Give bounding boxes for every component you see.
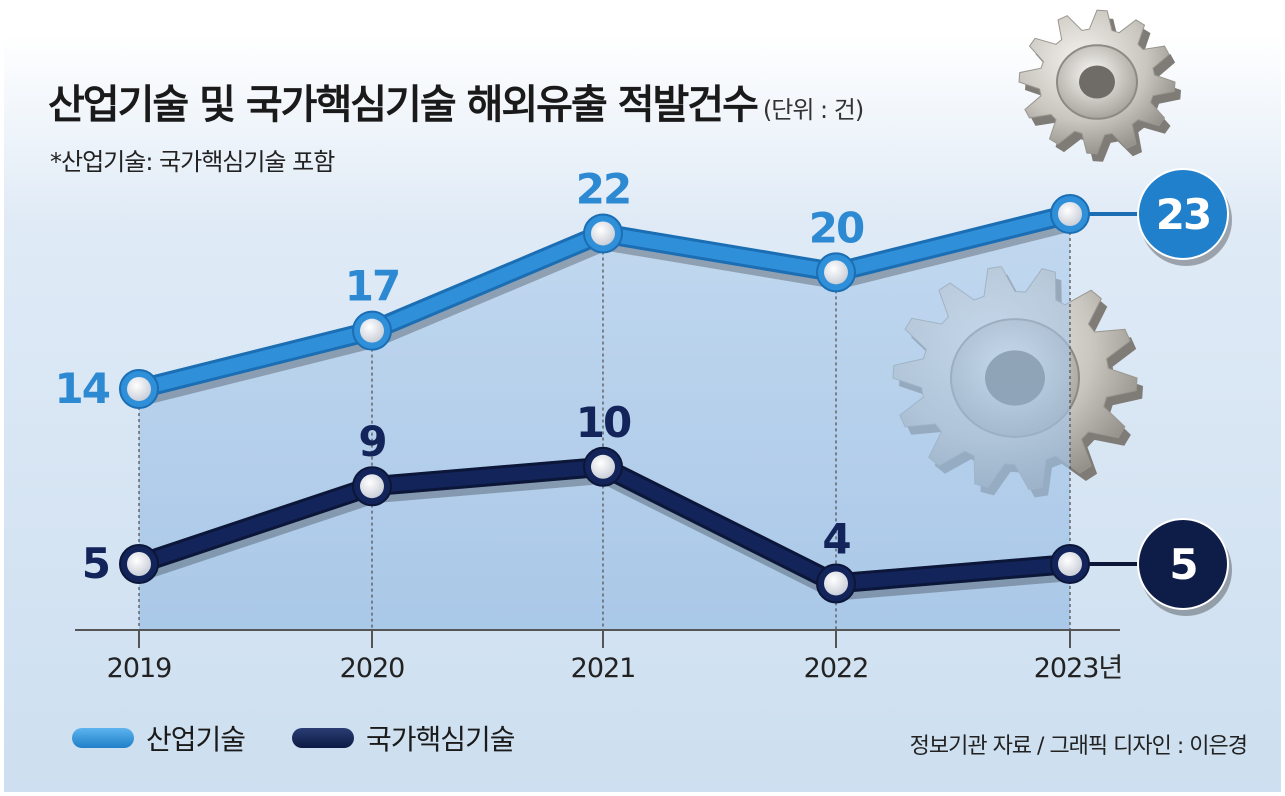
x-tick-label: 2022 — [804, 653, 869, 684]
series-lines — [119, 194, 1090, 604]
data-point — [591, 454, 615, 479]
data-label: 20 — [809, 203, 864, 252]
x-axis-ticks: 2019 2020 2021 2022 2023년 — [107, 630, 1123, 684]
guide-lines — [138, 214, 1071, 630]
data-point — [824, 260, 848, 285]
callout-label: 5 — [1169, 540, 1196, 589]
data-label: 17 — [345, 262, 399, 311]
legend-swatch-industrial — [72, 728, 134, 748]
data-labels: 14 17 22 20 23 5 9 10 4 5 — [55, 164, 1232, 616]
data-point — [360, 318, 384, 343]
data-point — [1058, 202, 1082, 226]
chart-title: 산업기술 및 국가핵심기술 해외유출 적발건수 (단위 : 건) — [48, 72, 864, 130]
data-label: 14 — [55, 364, 110, 413]
data-label: 10 — [576, 398, 631, 447]
data-label: 22 — [576, 164, 630, 213]
x-tick-label: 2023년 — [1034, 653, 1123, 684]
data-point — [591, 221, 615, 246]
callout-bubble — [1137, 518, 1229, 610]
callout-bubble — [1137, 168, 1229, 260]
legend-label-core: 국가핵심기술 — [366, 723, 516, 756]
data-point — [360, 474, 384, 499]
data-label: 9 — [358, 417, 385, 466]
data-point — [1058, 552, 1082, 576]
data-label: 4 — [822, 514, 850, 563]
x-tick-label: 2020 — [340, 653, 405, 684]
x-tick-label: 2019 — [107, 653, 172, 684]
data-point — [127, 377, 151, 401]
gear-icon — [1018, 9, 1181, 162]
callout-label: 23 — [1156, 190, 1210, 239]
chart-subtitle: *산업기술: 국가핵심기술 포함 — [50, 148, 335, 176]
x-tick-label: 2021 — [571, 653, 636, 684]
data-point — [824, 571, 848, 596]
source-credit: 정보기관 자료 / 그래픽 디자인 : 이은경 — [909, 734, 1248, 759]
data-label: 5 — [82, 539, 109, 588]
series-area-fill — [139, 214, 1070, 630]
data-point — [127, 552, 151, 576]
legend-swatch-core — [292, 728, 354, 748]
legend-item-industrial: 산업기술 — [72, 718, 246, 758]
unit-label: (단위 : 건) — [762, 96, 864, 124]
legend-item-core: 국가핵심기술 — [292, 718, 516, 758]
chart-title-text: 산업기술 및 국가핵심기술 해외유출 적발건수 — [48, 82, 759, 128]
legend-label-industrial: 산업기술 — [146, 723, 246, 756]
